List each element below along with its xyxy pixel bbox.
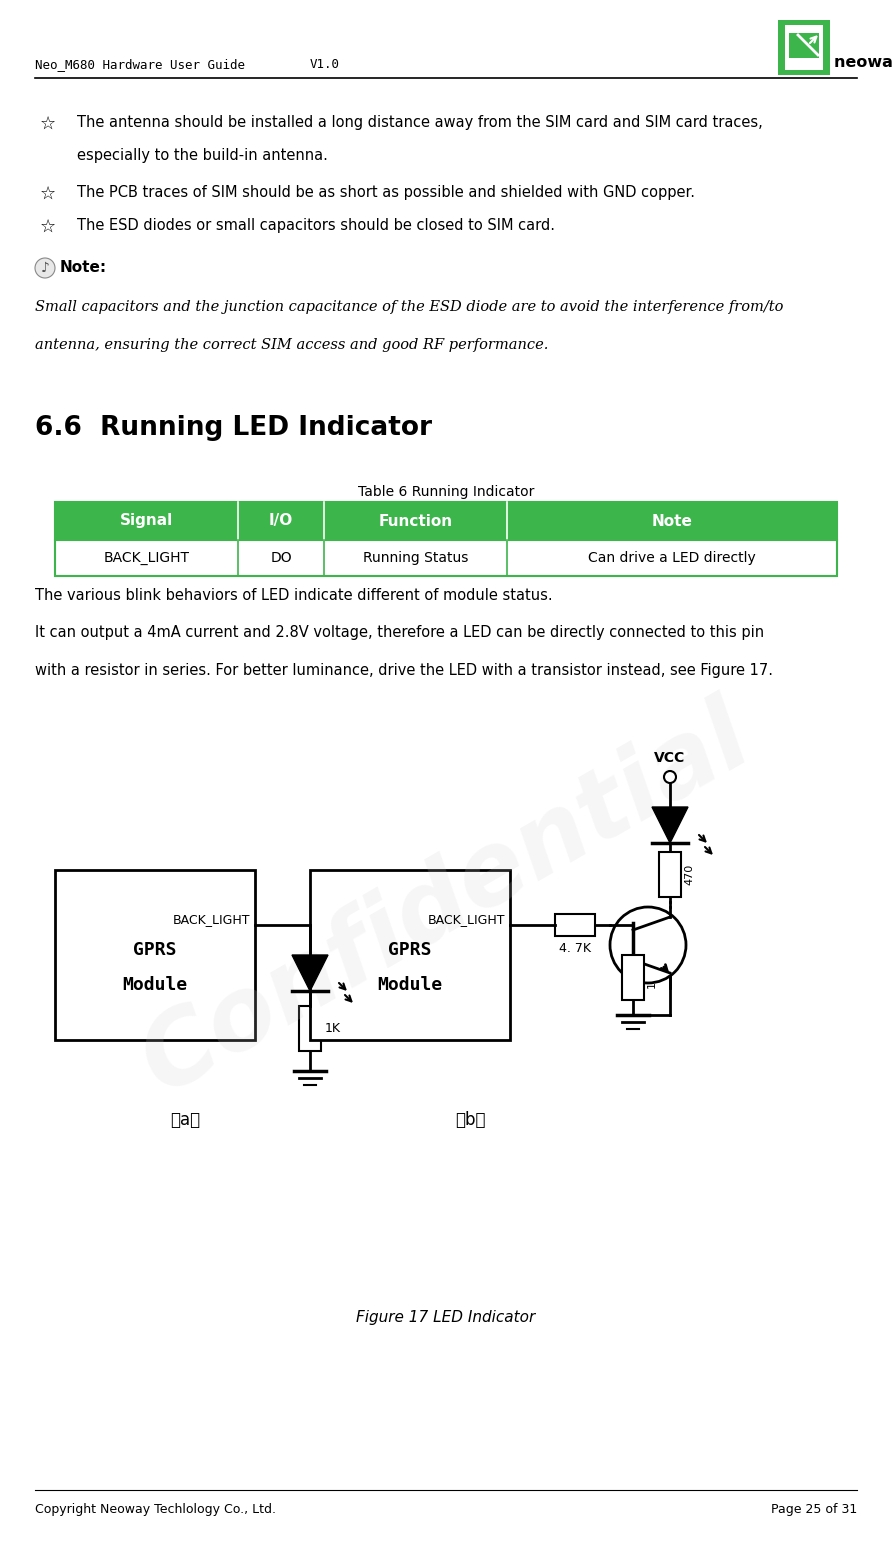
- Text: The ESD diodes or small capacitors should be closed to SIM card.: The ESD diodes or small capacitors shoul…: [77, 217, 555, 233]
- Text: Page 25 of 31: Page 25 of 31: [771, 1503, 857, 1516]
- Text: DO: DO: [270, 550, 292, 564]
- Polygon shape: [652, 806, 688, 843]
- Text: Note:: Note:: [60, 261, 107, 276]
- Text: BACK_LIGHT: BACK_LIGHT: [427, 913, 505, 927]
- Text: Signal: Signal: [120, 513, 173, 529]
- Polygon shape: [292, 954, 328, 992]
- Text: Confidential: Confidential: [125, 686, 767, 1113]
- Text: I/O: I/O: [268, 513, 293, 529]
- Text: Figure 17 LED Indicator: Figure 17 LED Indicator: [357, 1311, 535, 1325]
- Text: Note: Note: [651, 513, 692, 529]
- Text: ☆: ☆: [40, 185, 56, 204]
- Text: BACK_LIGHT: BACK_LIGHT: [103, 550, 189, 564]
- Text: ☆: ☆: [40, 116, 56, 133]
- Text: 1K: 1K: [325, 1022, 341, 1035]
- Text: 470: 470: [684, 864, 694, 885]
- Text: neoway 有方: neoway 有方: [834, 56, 892, 71]
- Text: Module: Module: [377, 976, 442, 995]
- Text: （a）: （a）: [170, 1110, 200, 1129]
- Text: The various blink behaviors of LED indicate different of module status.: The various blink behaviors of LED indic…: [35, 588, 553, 603]
- Text: V1.0: V1.0: [310, 59, 340, 71]
- Bar: [622, 954, 644, 1001]
- Bar: [55, 503, 837, 540]
- Text: 10K: 10K: [647, 967, 657, 988]
- Text: 4. 7K: 4. 7K: [559, 942, 591, 954]
- Bar: [785, 25, 823, 69]
- Bar: [555, 914, 595, 936]
- Text: Running Status: Running Status: [363, 550, 468, 564]
- Text: especially to the build-in antenna.: especially to the build-in antenna.: [77, 148, 328, 163]
- Bar: [55, 870, 255, 1039]
- Text: BACK_LIGHT: BACK_LIGHT: [172, 913, 250, 927]
- Bar: [778, 20, 830, 76]
- Text: VCC: VCC: [655, 751, 686, 765]
- Text: The antenna should be installed a long distance away from the SIM card and SIM c: The antenna should be installed a long d…: [77, 116, 763, 130]
- Text: Neo_M680 Hardware User Guide: Neo_M680 Hardware User Guide: [35, 59, 245, 71]
- Text: ☆: ☆: [40, 217, 56, 236]
- Text: Function: Function: [378, 513, 452, 529]
- Text: 6.6  Running LED Indicator: 6.6 Running LED Indicator: [35, 415, 432, 441]
- Text: antenna, ensuring the correct SIM access and good RF performance.: antenna, ensuring the correct SIM access…: [35, 338, 549, 352]
- Bar: [659, 853, 681, 897]
- Text: The PCB traces of SIM should be as short as possible and shielded with GND coppe: The PCB traces of SIM should be as short…: [77, 185, 695, 200]
- Circle shape: [610, 907, 686, 982]
- Text: with a resistor in series. For better luminance, drive the LED with a transistor: with a resistor in series. For better lu…: [35, 663, 773, 678]
- Bar: [299, 1005, 321, 1052]
- Text: Can drive a LED directly: Can drive a LED directly: [588, 550, 756, 564]
- Circle shape: [664, 771, 676, 783]
- Text: It can output a 4mA current and 2.8V voltage, therefore a LED can be directly co: It can output a 4mA current and 2.8V vol…: [35, 625, 764, 640]
- Text: Table 6 Running Indicator: Table 6 Running Indicator: [358, 486, 534, 500]
- Text: ♪: ♪: [40, 261, 49, 274]
- Bar: [789, 32, 819, 59]
- Text: （b）: （b）: [455, 1110, 485, 1129]
- Text: GPRS: GPRS: [133, 941, 177, 959]
- Bar: [310, 870, 510, 1039]
- Text: Module: Module: [122, 976, 187, 995]
- Bar: [55, 540, 837, 577]
- Circle shape: [35, 258, 55, 278]
- Text: GPRS: GPRS: [388, 941, 432, 959]
- Text: Small capacitors and the junction capacitance of the ESD diode are to avoid the : Small capacitors and the junction capaci…: [35, 301, 783, 315]
- Text: Copyright Neoway Techlology Co., Ltd.: Copyright Neoway Techlology Co., Ltd.: [35, 1503, 276, 1516]
